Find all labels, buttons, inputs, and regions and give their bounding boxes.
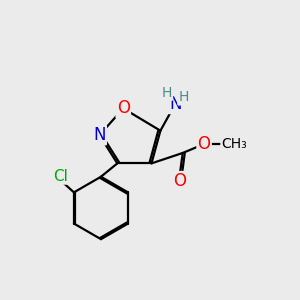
Text: O: O: [117, 99, 130, 117]
Text: H: H: [162, 85, 172, 100]
Text: CH₃: CH₃: [221, 137, 247, 151]
Text: O: O: [173, 172, 186, 190]
Text: N: N: [169, 95, 182, 113]
Text: H: H: [178, 90, 189, 104]
Text: N: N: [93, 126, 106, 144]
Text: Cl: Cl: [53, 169, 68, 184]
Text: O: O: [198, 135, 211, 153]
